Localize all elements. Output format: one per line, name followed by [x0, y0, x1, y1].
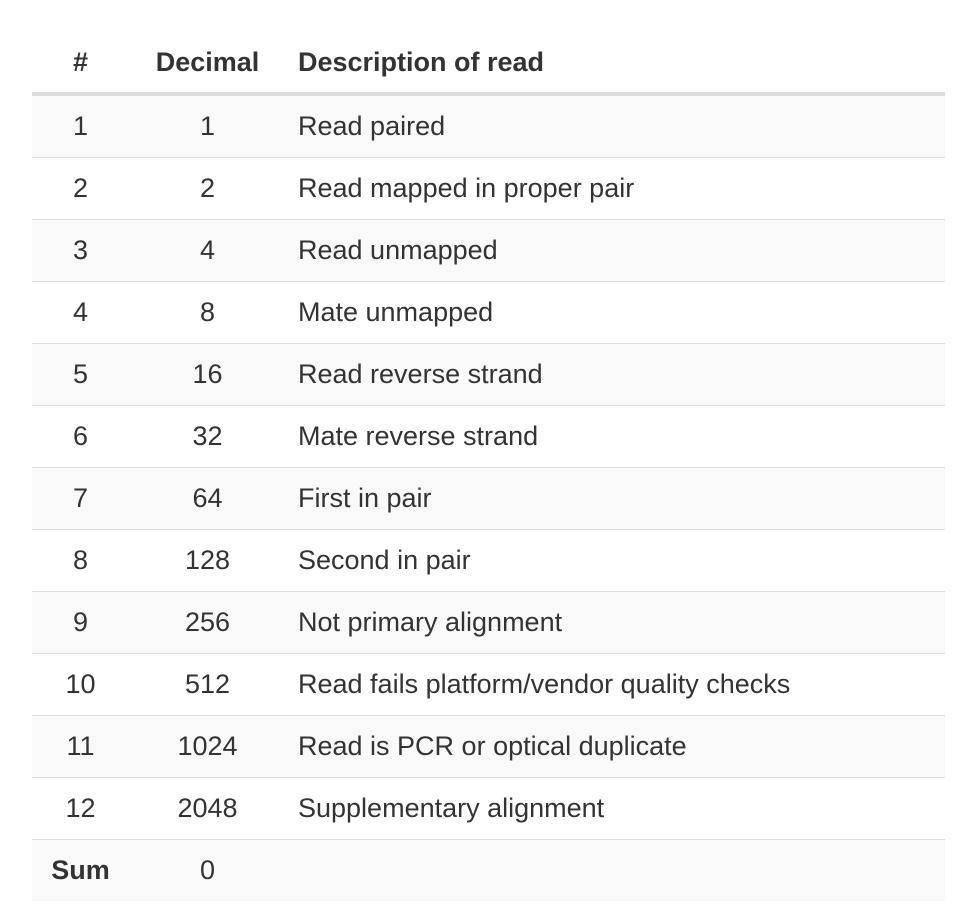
- header-description: Description of read: [286, 32, 945, 96]
- row-decimal: 16: [129, 343, 286, 406]
- table-row: 3 4 Read unmapped: [32, 219, 945, 282]
- table-row: 2 2 Read mapped in proper pair: [32, 157, 945, 220]
- row-description: Read unmapped: [286, 219, 945, 282]
- table-row: 8 128 Second in pair: [32, 529, 945, 592]
- row-description: Read reverse strand: [286, 343, 945, 406]
- row-description: Read fails platform/vendor quality check…: [286, 653, 945, 716]
- row-decimal: 32: [129, 405, 286, 468]
- flag-table-container: # Decimal Description of read 1 1 Read p…: [32, 32, 945, 901]
- row-number: 11: [32, 715, 129, 778]
- row-description: Supplementary alignment: [286, 777, 945, 840]
- row-decimal: 1024: [129, 715, 286, 778]
- row-description: Second in pair: [286, 529, 945, 592]
- row-number: 1: [32, 94, 129, 158]
- table-row: 11 1024 Read is PCR or optical duplicate: [32, 715, 945, 778]
- row-decimal: 4: [129, 219, 286, 282]
- sum-description-empty: [286, 839, 945, 901]
- row-description: Read paired: [286, 94, 945, 158]
- row-decimal: 2: [129, 157, 286, 220]
- row-number: 7: [32, 467, 129, 530]
- header-decimal: Decimal: [129, 32, 286, 96]
- row-number: 6: [32, 405, 129, 468]
- row-decimal: 1: [129, 94, 286, 158]
- row-number: 4: [32, 281, 129, 344]
- table-header: # Decimal Description of read: [32, 32, 945, 96]
- row-decimal: 256: [129, 591, 286, 654]
- row-decimal: 128: [129, 529, 286, 592]
- table-row: 7 64 First in pair: [32, 467, 945, 530]
- row-description: Mate unmapped: [286, 281, 945, 344]
- row-number: 8: [32, 529, 129, 592]
- sum-value: 0: [129, 839, 286, 901]
- header-row: # Decimal Description of read: [32, 32, 945, 96]
- table-row: 10 512 Read fails platform/vendor qualit…: [32, 653, 945, 716]
- sum-row: Sum 0: [32, 839, 945, 901]
- row-description: Mate reverse strand: [286, 405, 945, 468]
- row-number: 10: [32, 653, 129, 716]
- row-description: Read mapped in proper pair: [286, 157, 945, 220]
- row-number: 2: [32, 157, 129, 220]
- table-row: 12 2048 Supplementary alignment: [32, 777, 945, 840]
- sum-label: Sum: [32, 839, 129, 901]
- row-decimal: 512: [129, 653, 286, 716]
- table-row: 4 8 Mate unmapped: [32, 281, 945, 344]
- row-description: First in pair: [286, 467, 945, 530]
- table-body: 1 1 Read paired 2 2 Read mapped in prope…: [32, 94, 945, 901]
- row-number: 12: [32, 777, 129, 840]
- table-row: 1 1 Read paired: [32, 94, 945, 158]
- row-number: 3: [32, 219, 129, 282]
- row-description: Read is PCR or optical duplicate: [286, 715, 945, 778]
- row-decimal: 8: [129, 281, 286, 344]
- table-row: 5 16 Read reverse strand: [32, 343, 945, 406]
- table-row: 9 256 Not primary alignment: [32, 591, 945, 654]
- sam-flag-table: # Decimal Description of read 1 1 Read p…: [32, 32, 945, 901]
- row-description: Not primary alignment: [286, 591, 945, 654]
- row-decimal: 2048: [129, 777, 286, 840]
- row-decimal: 64: [129, 467, 286, 530]
- table-row: 6 32 Mate reverse strand: [32, 405, 945, 468]
- header-number: #: [32, 32, 129, 96]
- row-number: 9: [32, 591, 129, 654]
- row-number: 5: [32, 343, 129, 406]
